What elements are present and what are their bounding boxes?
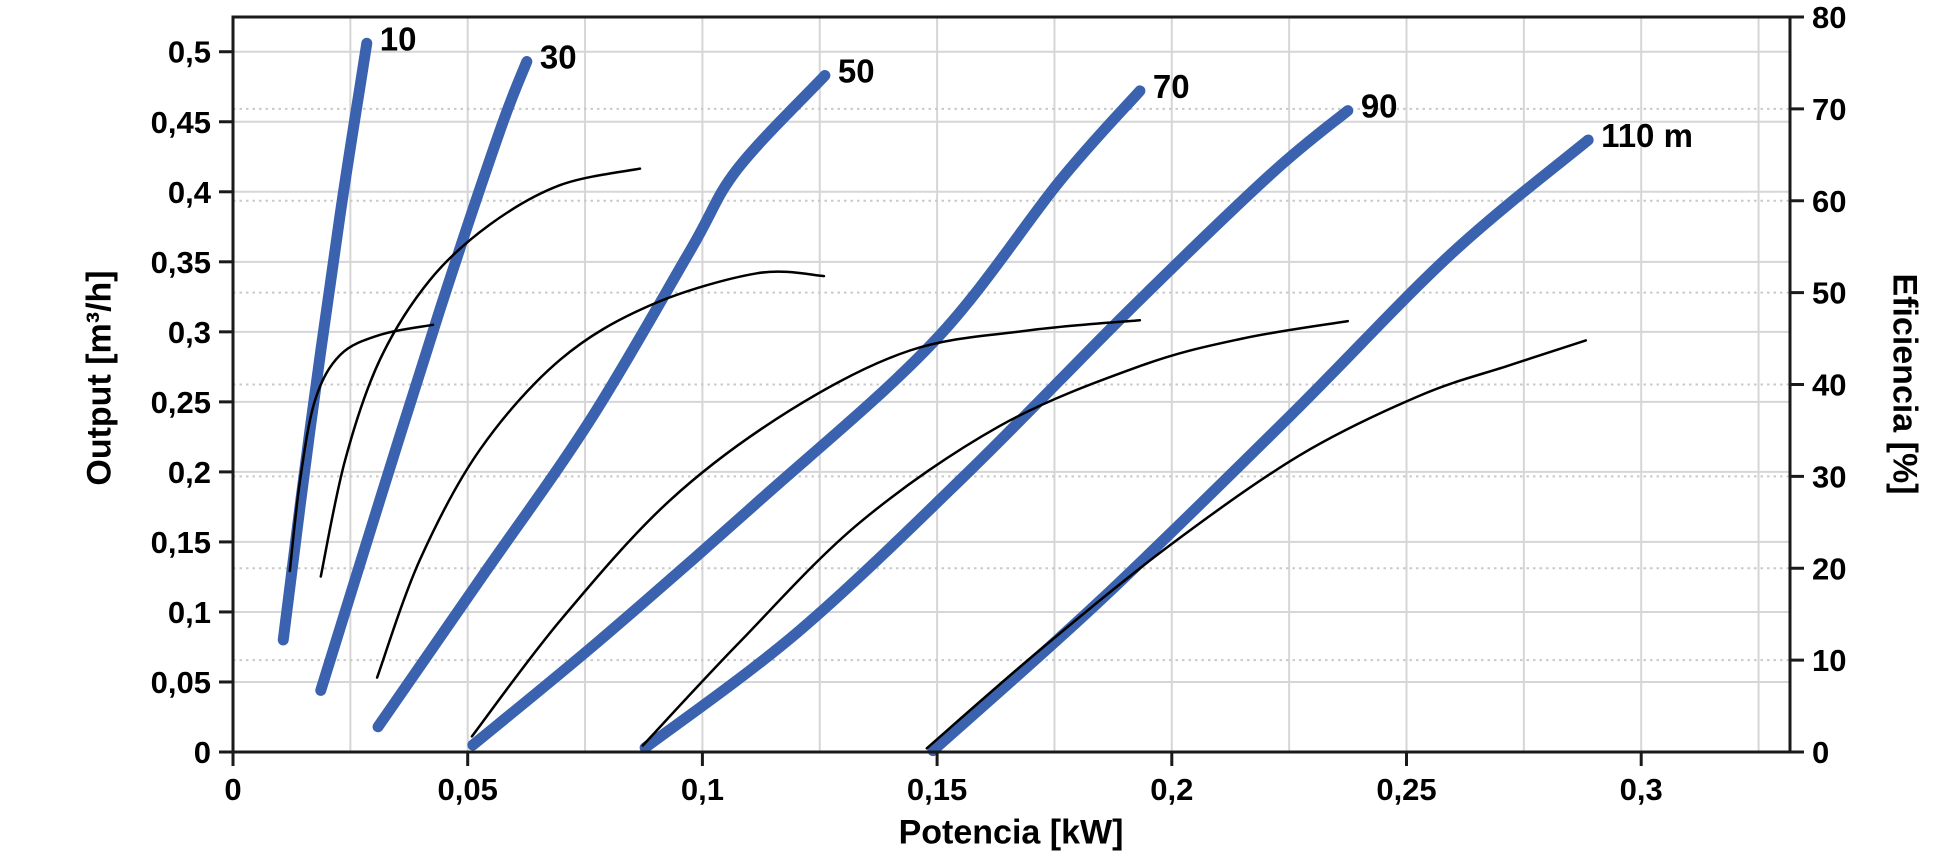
x-tick-label: 0,25	[1376, 772, 1436, 807]
y-right-tick-label: 20	[1812, 551, 1846, 586]
y-axis-title-left: Output [m³/h]	[80, 270, 119, 486]
pump-10-label: 10	[380, 20, 417, 57]
x-tick-label: 0,3	[1620, 772, 1663, 807]
x-axis-title: Potencia [kW]	[898, 813, 1124, 852]
y-right-tick-label: 10	[1812, 643, 1846, 678]
y-right-tick-label: 80	[1812, 0, 1846, 35]
y-right-tick-label: 60	[1812, 184, 1846, 219]
eff-70-curve	[470, 318, 1142, 738]
x-tick-label: 0,05	[438, 772, 498, 807]
y-right-tick-label: 50	[1812, 276, 1846, 311]
eff-90-curve	[641, 319, 1350, 747]
pump-70-label: 70	[1153, 68, 1190, 105]
y-left-tick-label: 0,25	[151, 385, 211, 420]
y-right-tick-label: 30	[1812, 459, 1846, 494]
y-right-tick-label: 40	[1812, 368, 1846, 403]
pump-10-curve	[277, 37, 373, 646]
y-left-tick-label: 0	[194, 735, 211, 770]
pump-110-label: 110 m	[1601, 117, 1693, 154]
pump-110-curve	[927, 134, 1594, 757]
eff-110-curve	[925, 339, 1588, 750]
y-left-tick-label: 0,5	[168, 35, 211, 70]
y-left-tick-label: 0,3	[168, 315, 211, 350]
pump-30-label: 30	[540, 39, 577, 76]
x-tick-label: 0,15	[907, 772, 967, 807]
pump-90-curve	[639, 105, 1354, 754]
pump-30-curve	[315, 56, 533, 696]
pump-70-curve	[467, 85, 1146, 751]
y-right-tick-label: 0	[1812, 735, 1829, 770]
y-left-tick-label: 0,35	[151, 245, 211, 280]
y-left-tick-label: 0,1	[168, 595, 211, 630]
x-tick-label: 0,2	[1150, 772, 1193, 807]
y-left-tick-label: 0,45	[151, 105, 211, 140]
x-tick-label: 0	[224, 772, 241, 807]
pump-90-label: 90	[1361, 88, 1398, 125]
y-left-tick-label: 0,05	[151, 665, 211, 700]
y-left-tick-label: 0,15	[151, 525, 211, 560]
y-left-tick-label: 0,4	[168, 175, 212, 210]
y-left-tick-label: 0,2	[168, 455, 211, 490]
pump-50-curve	[372, 70, 831, 733]
eff-50-curve	[375, 270, 826, 679]
eff-30-curve	[319, 167, 642, 578]
y-right-tick-label: 70	[1812, 92, 1846, 127]
y-axis-title-right: Eficiencia [%]	[1885, 273, 1924, 495]
x-tick-label: 0,1	[681, 772, 724, 807]
pump-50-label: 50	[838, 53, 875, 90]
eff-10-curve	[288, 323, 435, 573]
